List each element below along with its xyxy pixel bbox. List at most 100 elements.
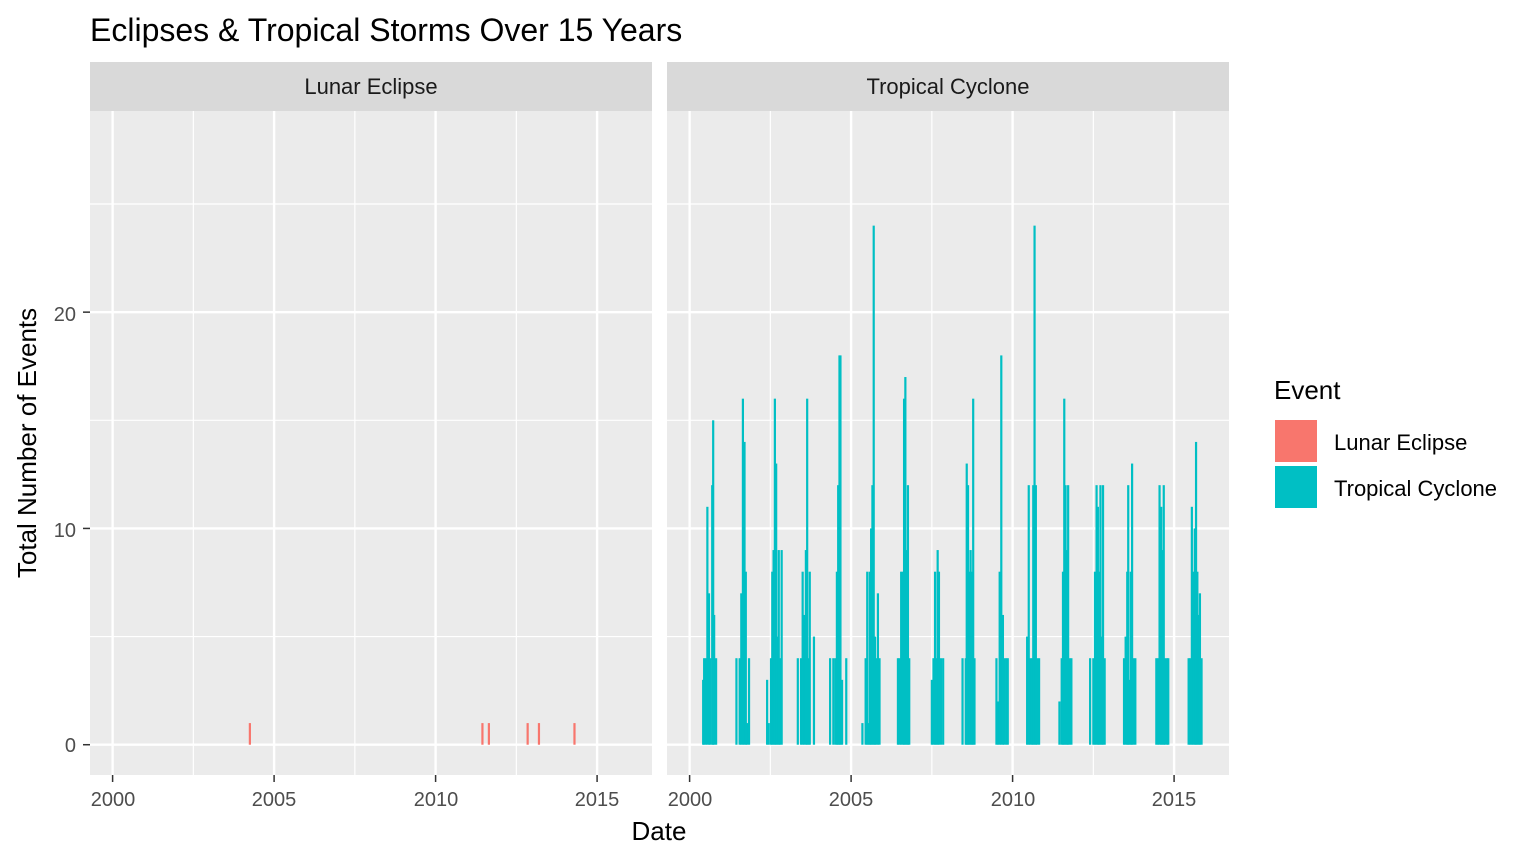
bar <box>744 571 747 745</box>
bar <box>796 658 799 745</box>
strip-lunar-eclipse <box>90 62 652 111</box>
strip-label-lunar-eclipse: Lunar Eclipse <box>304 74 437 99</box>
bar <box>834 658 837 745</box>
bar <box>706 506 709 745</box>
bar <box>867 723 870 745</box>
bar <box>771 571 774 745</box>
bar <box>1192 571 1195 745</box>
x-tick-label: 2005 <box>252 789 297 811</box>
bar <box>906 485 910 745</box>
bar <box>1100 636 1103 745</box>
bar <box>487 723 490 745</box>
bar <box>908 658 911 745</box>
bar <box>1189 658 1192 745</box>
bar <box>861 723 864 745</box>
bar <box>835 571 838 745</box>
bar <box>1003 658 1006 745</box>
bar <box>930 679 933 745</box>
bar <box>806 398 809 745</box>
bar <box>801 571 804 745</box>
bar <box>812 636 816 745</box>
bar <box>772 550 775 745</box>
bar <box>777 550 780 745</box>
bar <box>778 658 782 745</box>
bar <box>1092 658 1095 745</box>
bar <box>969 550 972 745</box>
bar <box>780 550 783 745</box>
bar <box>901 571 904 745</box>
legend-label-tropical-cyclone: Tropical Cyclone <box>1334 476 1497 501</box>
bar <box>1089 658 1092 745</box>
bar <box>808 571 811 745</box>
strip-label-tropical-cyclone: Tropical Cyclone <box>866 74 1029 99</box>
bar <box>1061 571 1065 745</box>
x-tick-label: 2015 <box>1152 789 1197 811</box>
bar <box>898 658 901 745</box>
bar <box>936 550 939 745</box>
bar <box>741 398 745 745</box>
bar <box>1027 485 1030 745</box>
bar <box>735 658 738 745</box>
bars-tropical-cyclone <box>702 225 1203 745</box>
bar <box>902 398 906 745</box>
bar <box>807 658 810 745</box>
bar <box>937 571 941 745</box>
bar <box>713 614 716 745</box>
bar <box>1190 506 1193 745</box>
bar <box>1160 506 1163 745</box>
bar <box>1161 550 1164 745</box>
bar <box>1001 614 1005 745</box>
bar <box>1065 550 1068 745</box>
bar <box>743 441 746 745</box>
bar <box>872 225 875 745</box>
bar <box>1037 658 1041 745</box>
bar <box>866 571 869 745</box>
bar <box>704 658 707 745</box>
bar <box>896 658 900 745</box>
bar <box>970 571 974 745</box>
bar <box>1131 463 1134 745</box>
bar <box>868 571 871 745</box>
legend: Event Lunar Eclipse Tropical Cyclone <box>1274 375 1497 508</box>
bar <box>248 723 251 745</box>
bar <box>738 658 741 745</box>
bar <box>537 723 541 745</box>
bar <box>1030 658 1034 745</box>
bar <box>840 679 844 745</box>
bar <box>961 658 964 745</box>
bar <box>1006 658 1009 745</box>
bar <box>939 658 942 745</box>
bar <box>1068 658 1071 745</box>
bar <box>481 723 484 745</box>
bar <box>740 593 743 745</box>
bar <box>900 571 903 745</box>
y-axis: 0 10 20 <box>54 304 76 757</box>
bar <box>526 723 529 745</box>
bar <box>1197 614 1200 745</box>
legend-key-tropical-cyclone <box>1275 466 1317 508</box>
bar <box>1058 701 1061 745</box>
bar <box>1134 658 1137 745</box>
bar <box>1158 485 1161 745</box>
bar <box>1099 485 1102 745</box>
bar <box>766 679 769 745</box>
x-axis-tropical-cyclone: 2000 2005 2010 2015 <box>668 789 1197 811</box>
bar <box>1093 571 1097 745</box>
bar <box>803 614 806 745</box>
bar <box>933 571 937 745</box>
y-tick-label: 10 <box>54 520 76 542</box>
bar <box>1060 658 1063 745</box>
bar <box>995 658 998 745</box>
bar <box>942 658 945 745</box>
facet-tropical-cyclone: Tropical Cyclone <box>667 62 1229 775</box>
bar <box>712 420 715 745</box>
bar <box>1026 636 1029 745</box>
bar <box>1124 636 1127 745</box>
bar <box>1064 485 1067 745</box>
bar <box>1005 658 1008 745</box>
bar <box>773 398 776 745</box>
bar <box>1095 485 1098 745</box>
axis-ticks <box>83 311 1175 782</box>
bar <box>932 658 935 745</box>
